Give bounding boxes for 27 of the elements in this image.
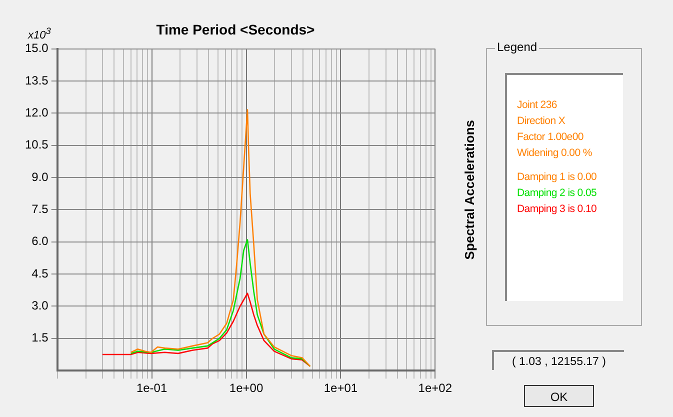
y-tick-label: 15.0 <box>24 41 49 56</box>
y-tick-label: 6.0 <box>32 234 49 248</box>
text: Damping 2 is 0.05 <box>517 186 598 201</box>
x-tick-label: 1e+00 <box>229 381 264 396</box>
x-tick-label: 1e-01 <box>136 381 168 396</box>
text: Factor 1.00e00 <box>517 130 584 145</box>
legend-title: Legend <box>495 40 540 54</box>
y-tick-label: 13.5 <box>24 73 49 88</box>
text: Direction X <box>517 114 566 129</box>
y-tick-label: 3.0 <box>32 298 49 313</box>
y-tick-label: 7.5 <box>32 202 49 216</box>
text: x10$^{3}$ <box>28 26 51 42</box>
y-tick-label: 12.0 <box>24 105 49 120</box>
y-axis-title: Spectral Accelerations <box>462 120 476 260</box>
chart-title: Time Period <Seconds> <box>156 21 315 38</box>
text: Damping 1 is 0.00 <box>517 170 598 185</box>
text: Joint 236 <box>517 98 558 113</box>
y-tick-label: 4.5 <box>32 266 49 280</box>
text: Damping 3 is 0.10 <box>517 202 598 217</box>
y-tick-label: 9.0 <box>32 170 49 184</box>
y-tick-label: 10.5 <box>24 138 49 152</box>
x-tick-label: 1e+01 <box>324 381 358 396</box>
text: Widening 0.00 % <box>517 146 593 161</box>
x-tick-label: 1e+02 <box>418 381 452 396</box>
y-tick-label: 1.5 <box>32 330 49 345</box>
ok-button: OK <box>524 385 594 407</box>
text: ( 1.03 , 12155.17 ) <box>492 350 624 370</box>
